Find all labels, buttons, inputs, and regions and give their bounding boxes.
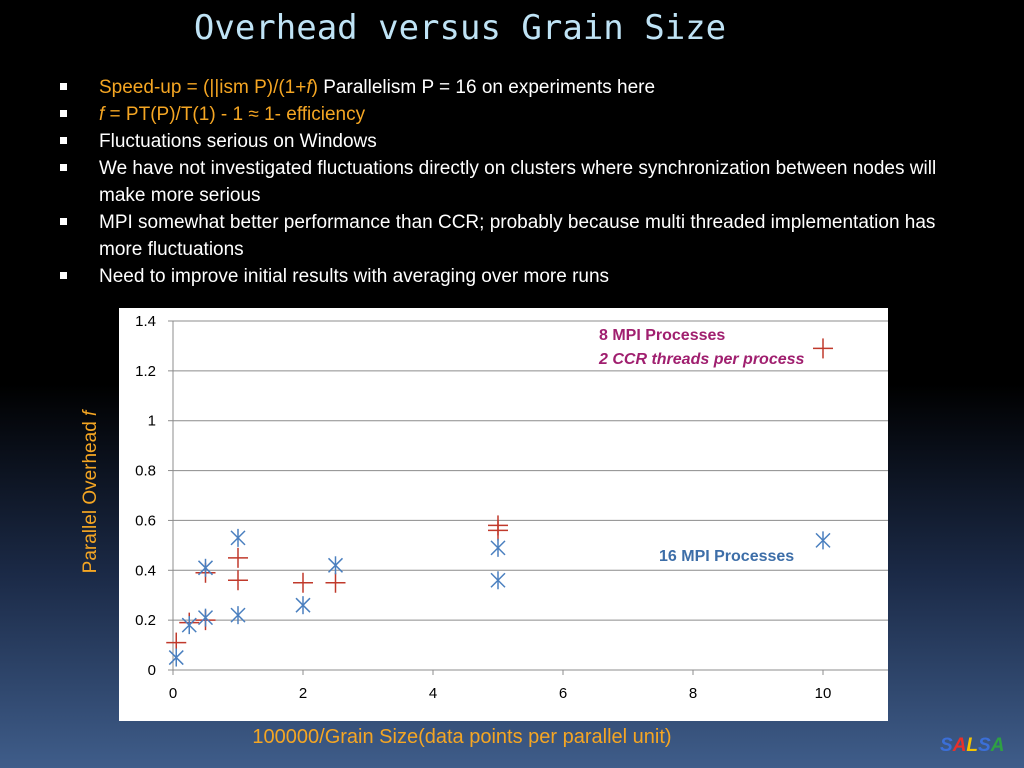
data-point-star — [490, 538, 506, 557]
chart-panel: 0 0.2 0.4 0.6 0.8 1 1.2 1.4 0 2 4 6 8 10 8 MPI Process… — [119, 308, 888, 721]
bullet-item: f = PT(P)/T(1) - 1 ≈ 1- efficiency — [56, 101, 956, 128]
bullet-marker — [60, 110, 67, 117]
data-point-star — [168, 648, 184, 667]
bullet-marker — [60, 137, 67, 144]
bullet-item: Speed-up = (||ism P)/(1+f) Parallelism P… — [56, 74, 956, 101]
bullet-marker — [60, 83, 67, 90]
bullet-item: We have not investigated fluctuations di… — [56, 155, 956, 209]
logo-letter: L — [966, 735, 979, 756]
data-point-plus — [228, 547, 248, 568]
slide-title: Overhead versus Grain Size — [193, 8, 727, 48]
data-point-plus — [488, 520, 508, 541]
data-point-star — [230, 606, 246, 625]
y-tick-label: 0 — [148, 662, 156, 679]
logo-letter: S — [940, 735, 953, 756]
y-tick-label: 0.8 — [135, 463, 156, 480]
y-tick-label: 1.4 — [135, 313, 156, 330]
x-tick-label: 8 — [689, 685, 697, 702]
data-point-plus — [228, 570, 248, 591]
x-tick-label: 4 — [429, 685, 437, 702]
x-axis-label: 100000/Grain Size(data points per parall… — [252, 726, 672, 748]
overhead-formula: f = PT(P)/T(1) - 1 ≈ 1- efficiency — [99, 104, 366, 125]
bullet-item: MPI somewhat better performance than CCR… — [56, 209, 956, 263]
data-point-star — [327, 556, 344, 575]
annotation-16mpi: 16 MPI Processes — [659, 548, 794, 565]
bullet-marker — [60, 164, 67, 171]
y-tick-label: 1.2 — [135, 363, 156, 380]
bullet-item: Need to improve initial results with ave… — [56, 263, 956, 290]
data-point-star — [230, 528, 246, 547]
x-tick-label: 10 — [815, 685, 832, 702]
x-tick-label: 2 — [299, 685, 307, 702]
bullet-item: Fluctuations serious on Windows — [56, 128, 956, 155]
x-tick-label: 6 — [559, 685, 567, 702]
y-tick-label: 0.2 — [135, 612, 156, 629]
y-axis-label: Parallel Overhead f — [80, 410, 101, 574]
y-tick-label: 0.6 — [135, 512, 156, 529]
data-point-star — [295, 596, 311, 615]
scatter-chart: 0 0.2 0.4 0.6 0.8 1 1.2 1.4 0 2 4 6 8 10 8 MPI Process… — [135, 313, 888, 702]
data-point-star — [815, 531, 831, 550]
logo-letter: S — [978, 735, 991, 756]
bullet-list: Speed-up = (||ism P)/(1+f) Parallelism P… — [56, 74, 956, 290]
data-point-star — [197, 558, 214, 577]
data-point-plus — [813, 338, 833, 359]
logo-letter: A — [990, 735, 1005, 756]
parallelism-text: Parallelism P = 16 on experiments here — [317, 77, 656, 98]
y-tick-label: 1 — [148, 413, 156, 430]
data-point-star — [181, 616, 197, 635]
annotation-ccr-threads: 2 CCR threads per process — [598, 351, 805, 368]
salsa-logo: SALSA — [940, 735, 1004, 757]
data-point-star — [197, 608, 214, 627]
data-point-star — [490, 571, 506, 590]
annotation-8mpi: 8 MPI Processes — [599, 327, 725, 344]
logo-letter: A — [952, 735, 967, 756]
y-tick-label: 0.4 — [135, 562, 156, 579]
x-tick-label: 0 — [169, 685, 177, 702]
data-point-plus — [325, 572, 346, 593]
bullet-marker — [60, 272, 67, 279]
speedup-formula: Speed-up = (||ism P)/(1+f) — [99, 77, 318, 98]
data-point-plus — [293, 572, 313, 593]
bullet-marker — [60, 218, 67, 225]
